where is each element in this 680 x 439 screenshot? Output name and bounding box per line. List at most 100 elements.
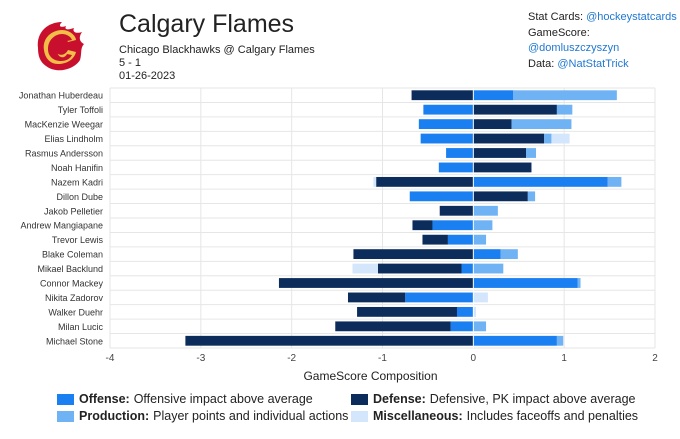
bar-offense (438, 162, 474, 173)
bar-offense (473, 90, 514, 101)
bar-misc (473, 292, 488, 303)
bar-defense (335, 321, 451, 332)
player-label: Rasmus Andersson (25, 149, 103, 159)
credit-handle-link[interactable]: @hockeystatcards (586, 11, 677, 23)
bar-production (473, 220, 493, 231)
bar-production (473, 205, 498, 216)
bar-production (473, 321, 487, 332)
legend-title: Offense: (79, 392, 130, 406)
bar-misc (473, 306, 477, 317)
legend-item-offense: Offense: Offensive impact above average (57, 392, 313, 406)
player-label: Walker Duehr (48, 307, 103, 317)
bar-production (556, 335, 564, 346)
x-tick-label: 2 (652, 353, 658, 364)
bar-misc (551, 133, 570, 144)
bar-defense (473, 119, 512, 130)
player-label: Jakob Pelletier (44, 206, 103, 216)
credit-label: Stat Cards: (528, 11, 584, 23)
x-tick-label: -2 (287, 353, 296, 364)
bar-production (526, 148, 537, 158)
legend-item-misc: Miscellaneous: Includes faceoffs and pen… (351, 409, 638, 423)
bar-offense (473, 249, 501, 260)
player-label: Mikael Backlund (37, 264, 103, 274)
player-label: Michael Stone (46, 336, 103, 346)
bar-defense (412, 220, 433, 231)
credit-label: Data: (528, 57, 555, 70)
legend-title: Miscellaneous: (373, 409, 463, 423)
bar-defense (376, 176, 474, 187)
bar-defense (473, 133, 545, 144)
page-title: Calgary Flames (119, 10, 295, 38)
bar-offense (405, 292, 474, 303)
bar-offense (450, 321, 474, 332)
bar-production (511, 119, 572, 130)
logo-c (48, 34, 72, 61)
legend-swatch-defense (351, 393, 368, 405)
credit-gamescore: GameScore: @domluszczyszyn (528, 26, 680, 57)
calgary-flames-logo (37, 22, 84, 71)
legend-item-defense: Defense: Defensive, PK impact above aver… (351, 392, 635, 406)
bar-misc (373, 176, 377, 187)
bar-defense (357, 306, 457, 317)
bar-production (473, 263, 504, 274)
bar-offense (456, 306, 474, 317)
player-label: MacKenzie Weegar (25, 120, 103, 130)
legend-swatch-production (57, 410, 74, 422)
x-tick-label: -4 (106, 353, 115, 364)
credit-handle-link[interactable]: @NatStatTrick (557, 57, 629, 70)
bar-offense (418, 119, 474, 130)
bar-defense (473, 148, 527, 158)
player-label: Blake Coleman (42, 250, 103, 260)
x-axis-label: GameScore Composition (303, 369, 437, 383)
legend-swatch-misc (351, 410, 368, 422)
x-tick-label: -1 (378, 353, 387, 364)
bar-offense (473, 176, 608, 187)
bar-defense (347, 292, 406, 303)
bar-production (500, 249, 518, 260)
credit-stat-cards: Stat Cards: @hockeystatcards (528, 10, 680, 26)
player-label: Nazem Kadri (51, 177, 103, 187)
bar-defense (473, 191, 528, 202)
legend-item-production: Production: Player points and individual… (57, 409, 348, 423)
legend-desc: Defensive, PK impact above average (429, 392, 636, 406)
bar-offense (432, 220, 474, 231)
bar-defense (473, 104, 557, 115)
bar-offense (420, 133, 474, 144)
bar-offense (447, 234, 474, 245)
bar-defense (377, 263, 462, 274)
legend-desc: Player points and individual actions (153, 409, 349, 423)
bar-production (513, 90, 617, 101)
credit-handle-link[interactable]: @domluszczyszyn (528, 42, 620, 54)
bar-offense (423, 104, 474, 115)
player-label: Noah Hanifin (51, 163, 103, 173)
player-label: Tyler Toffoli (58, 105, 103, 115)
bar-defense (439, 205, 474, 216)
bar-offense (446, 148, 474, 158)
bar-defense (278, 278, 474, 288)
bar-defense (422, 234, 448, 245)
bar-offense (409, 191, 474, 202)
bar-offense (461, 263, 474, 274)
game-score: 5 - 1 (119, 57, 142, 69)
x-tick-label: 0 (471, 353, 477, 364)
player-label: Milan Lucic (58, 322, 104, 332)
credit-label: GameScore: (528, 26, 590, 39)
game-date: 01-26-2023 (119, 70, 176, 82)
bar-misc (352, 263, 378, 274)
legend-title: Defense: (373, 392, 426, 406)
player-label: Connor Mackey (40, 279, 104, 289)
bar-offense (473, 278, 578, 288)
legend-title: Production: (79, 409, 150, 423)
bar-defense (473, 162, 532, 173)
x-tick-label: -3 (196, 353, 205, 364)
legend-desc: Includes faceoffs and penalties (466, 409, 639, 423)
bar-production (473, 234, 487, 245)
bar-defense (185, 335, 474, 346)
player-label: Andrew Mangiapane (20, 221, 103, 231)
legend-desc: Offensive impact above average (133, 392, 313, 406)
x-tick-label: 1 (561, 353, 567, 364)
legend-swatch-offense (57, 393, 74, 405)
player-label: Jonathan Huberdeau (19, 91, 103, 101)
player-label: Trevor Lewis (52, 235, 104, 245)
